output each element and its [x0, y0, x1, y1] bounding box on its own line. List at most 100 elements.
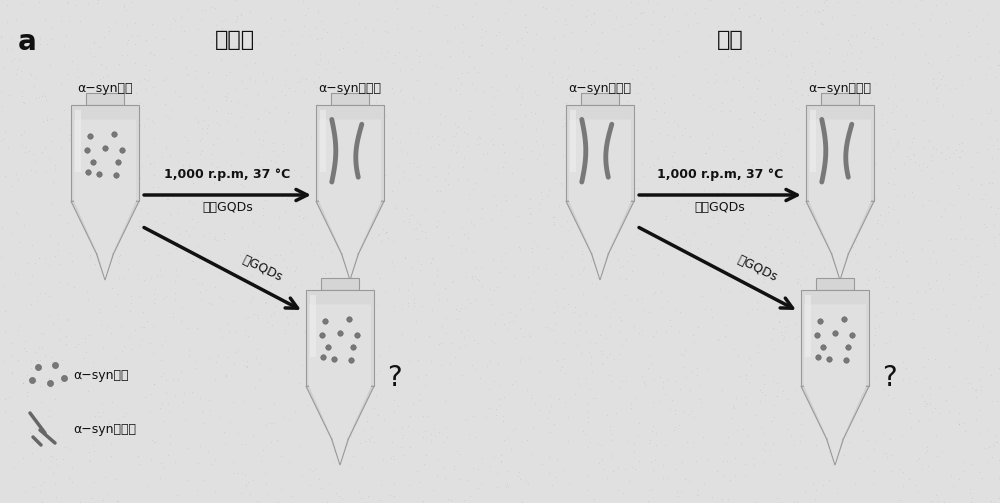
Point — [0, 172, 13, 180]
Point — [576, 66, 592, 74]
Point — [146, 380, 162, 388]
Point — [853, 121, 869, 129]
Point — [238, 314, 254, 322]
Point — [409, 234, 425, 242]
Point — [386, 408, 402, 416]
Point — [592, 331, 608, 340]
Point — [119, 39, 135, 47]
Point — [25, 150, 41, 158]
Point — [33, 329, 49, 337]
Point — [557, 398, 573, 406]
Point — [484, 134, 500, 142]
Point — [43, 115, 59, 123]
Point — [417, 427, 433, 435]
Point — [964, 253, 980, 261]
Point — [34, 148, 50, 156]
Point — [951, 153, 967, 161]
Point — [173, 22, 189, 30]
Point — [829, 403, 845, 411]
Point — [458, 273, 474, 281]
Point — [779, 26, 795, 34]
Point — [654, 37, 670, 45]
Point — [320, 104, 336, 112]
Point — [181, 197, 197, 205]
Point — [520, 479, 536, 487]
Point — [265, 419, 281, 427]
Point — [593, 347, 609, 355]
Point — [844, 158, 860, 166]
Point — [291, 212, 307, 220]
Point — [859, 68, 875, 76]
Point — [371, 230, 387, 238]
Point — [34, 92, 50, 100]
Point — [194, 124, 210, 132]
Point — [858, 280, 874, 288]
Point — [775, 96, 791, 104]
Point — [923, 151, 939, 159]
Point — [686, 338, 702, 346]
Point — [566, 216, 582, 224]
Point — [300, 332, 316, 340]
Point — [661, 169, 677, 177]
Point — [418, 371, 434, 379]
Point — [738, 375, 754, 383]
Point — [734, 288, 750, 296]
Point — [902, 299, 918, 307]
Text: 1,000 r.p.m, 37 °C: 1,000 r.p.m, 37 °C — [657, 168, 783, 181]
Point — [11, 322, 27, 330]
Point — [153, 271, 169, 279]
Point — [885, 70, 901, 78]
Point — [347, 31, 363, 39]
Point — [388, 202, 404, 210]
Point — [901, 405, 917, 413]
Point — [43, 383, 59, 391]
Point — [124, 0, 140, 6]
Point — [915, 202, 931, 210]
Point — [855, 427, 871, 435]
Point — [385, 360, 401, 368]
Point — [77, 334, 93, 342]
Point — [201, 354, 217, 362]
Point — [446, 465, 462, 473]
Point — [986, 239, 1000, 247]
Point — [146, 51, 162, 59]
Polygon shape — [810, 110, 816, 173]
Point — [641, 352, 657, 360]
Point — [922, 398, 938, 406]
Point — [507, 334, 523, 342]
Point — [201, 228, 217, 236]
Point — [433, 62, 449, 70]
Point — [339, 18, 355, 26]
Point — [615, 489, 631, 497]
Point — [110, 497, 126, 503]
Point — [811, 354, 827, 362]
Point — [710, 207, 726, 215]
Point — [732, 62, 748, 70]
Point — [462, 107, 478, 115]
Point — [852, 390, 868, 398]
Point — [354, 294, 370, 302]
Point — [272, 251, 288, 259]
Point — [90, 408, 106, 416]
Point — [432, 110, 448, 118]
Point — [460, 229, 476, 237]
Point — [755, 445, 771, 453]
Point — [194, 408, 210, 416]
Point — [980, 110, 996, 118]
Point — [624, 114, 640, 122]
Point — [440, 233, 456, 241]
Point — [267, 103, 283, 111]
Point — [745, 454, 761, 462]
Point — [95, 427, 111, 435]
Point — [441, 162, 457, 171]
Point — [0, 144, 16, 152]
Point — [35, 330, 51, 339]
Point — [941, 152, 957, 160]
Point — [913, 166, 929, 175]
Point — [158, 73, 174, 81]
Point — [225, 458, 241, 466]
Point — [838, 88, 854, 96]
Point — [132, 460, 148, 468]
Point — [852, 54, 868, 62]
Point — [269, 436, 285, 444]
